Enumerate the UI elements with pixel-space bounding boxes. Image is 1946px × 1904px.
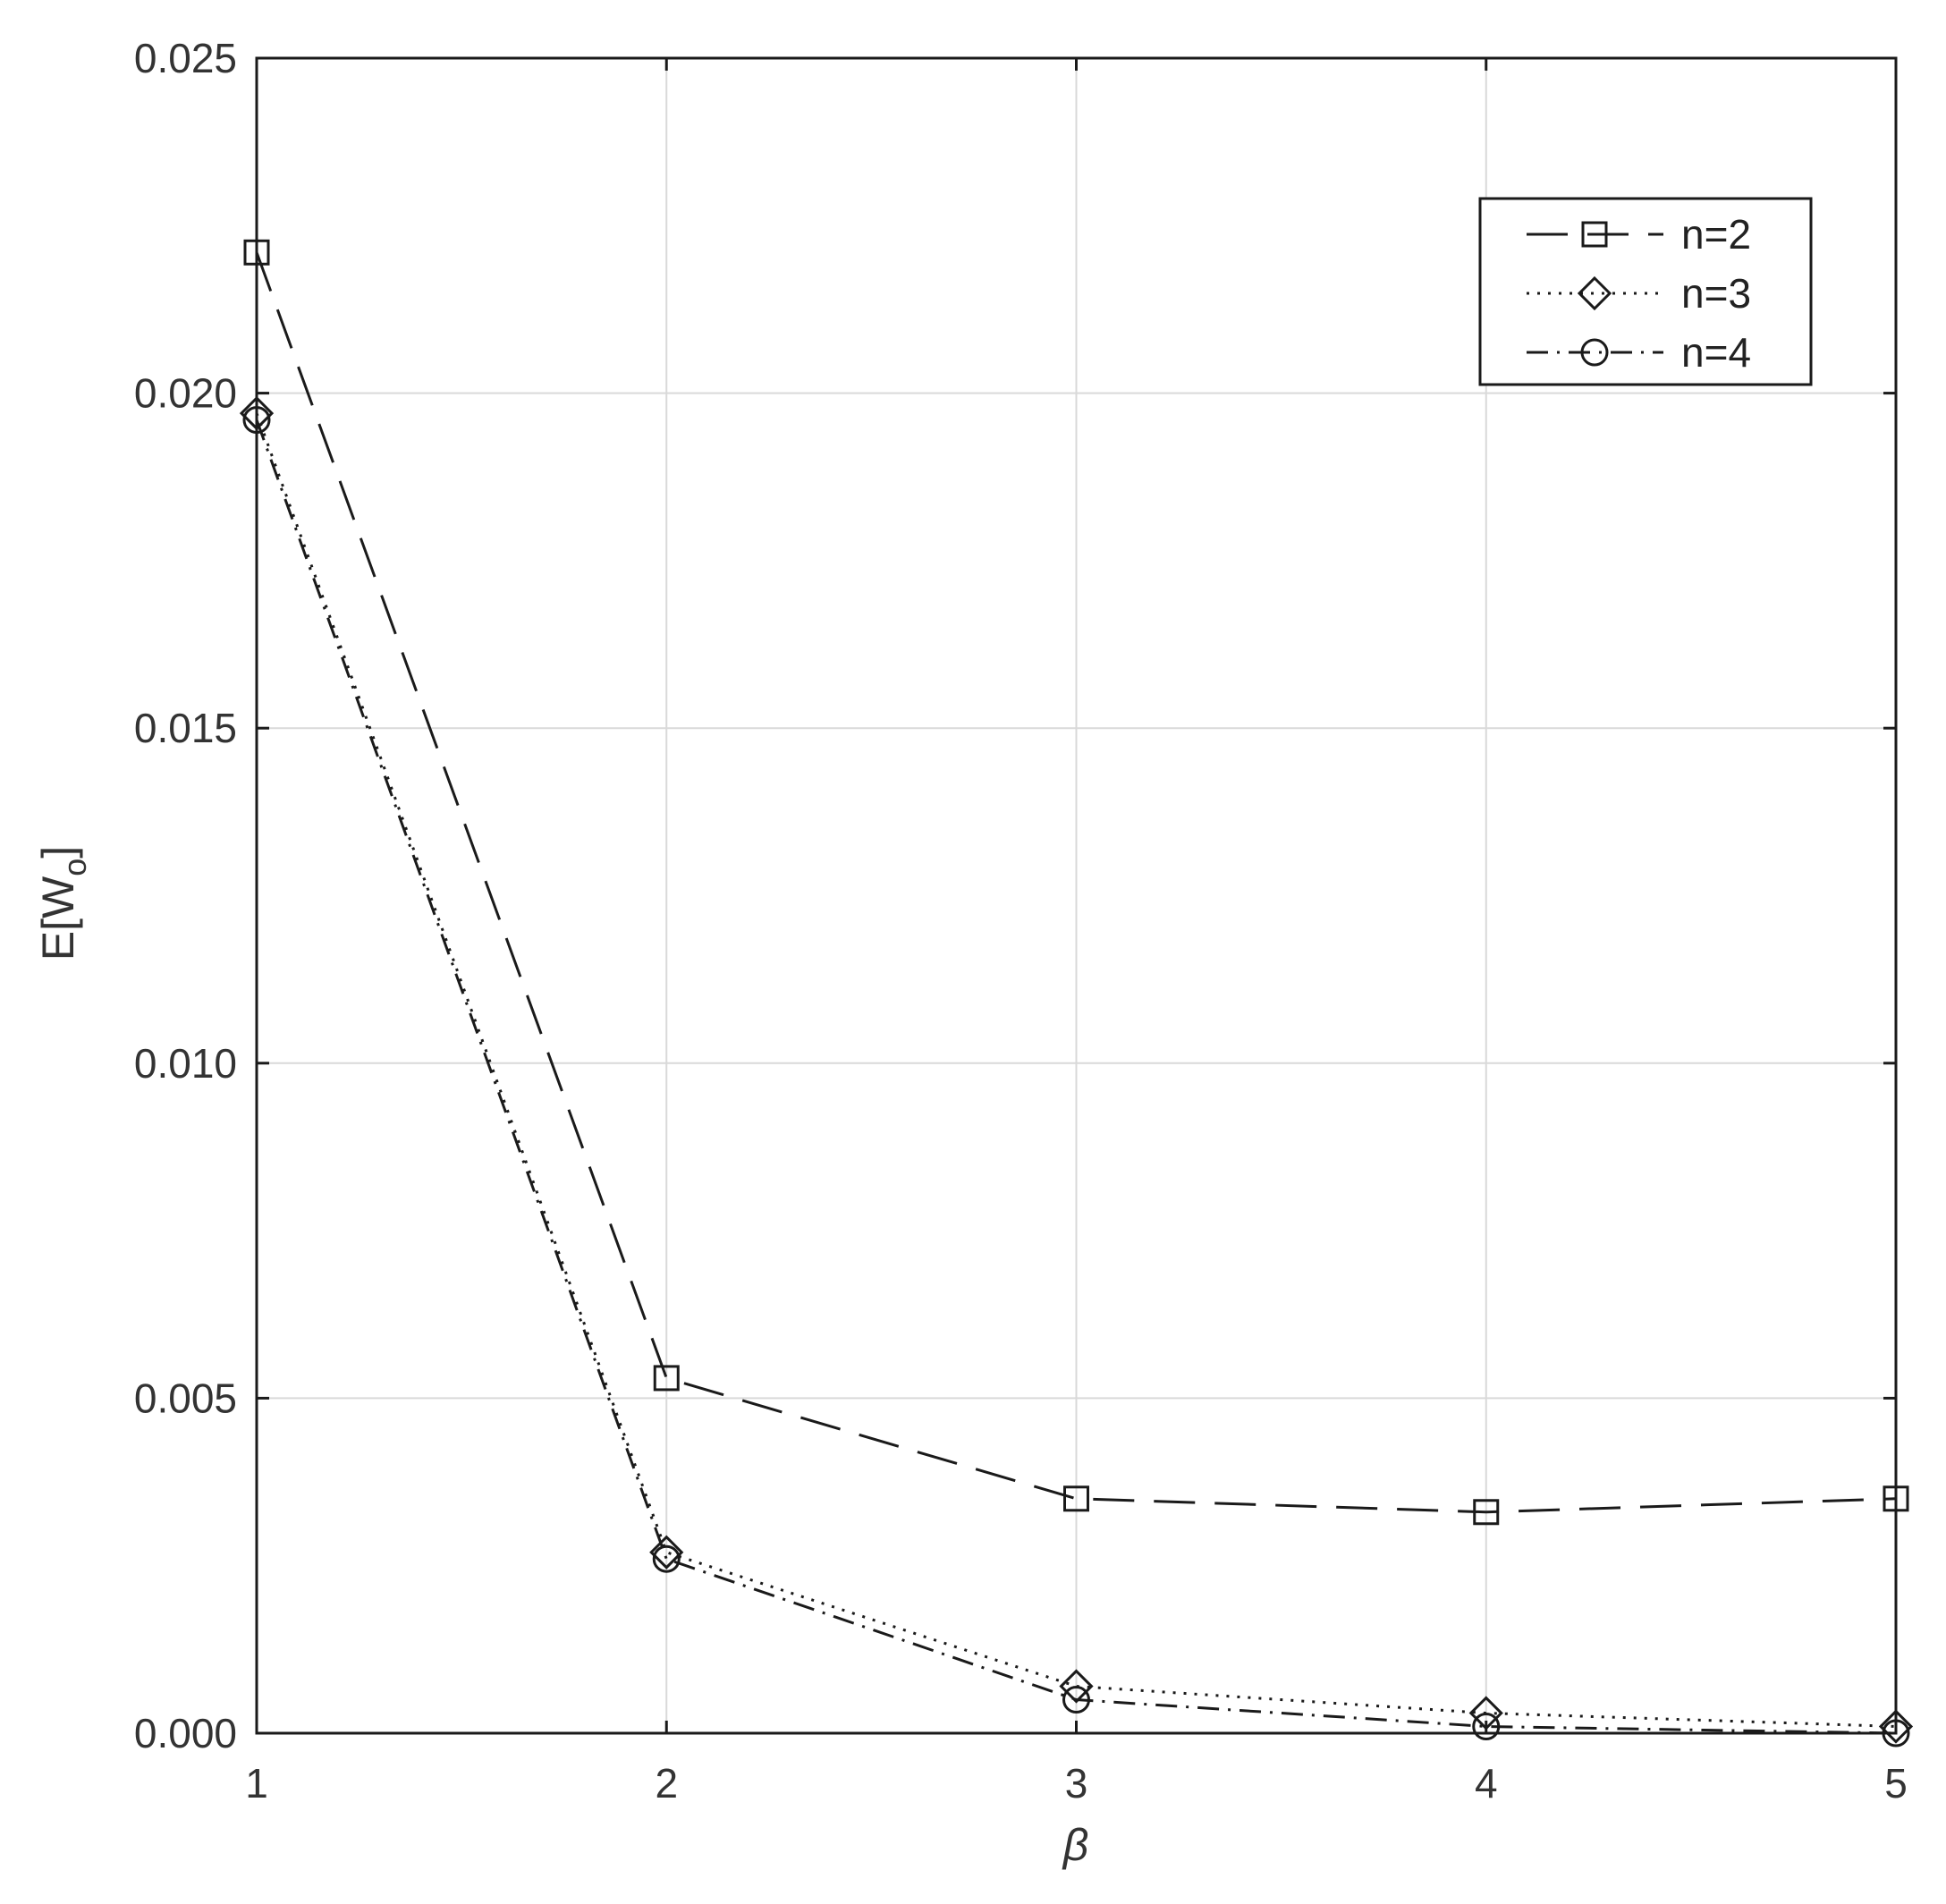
y-axis-label-close: ] [33, 846, 83, 859]
legend-item: n=4 [1527, 329, 1751, 376]
y-tick-label: 0.020 [134, 370, 237, 417]
legend-box [1478, 197, 1813, 386]
axes [255, 56, 1898, 1735]
data-point-diamond [1878, 1709, 1914, 1744]
data-point-square [243, 239, 270, 266]
data-point-circle [242, 406, 271, 435]
legend-label: n=4 [1681, 329, 1751, 376]
data-point-square [653, 1365, 680, 1392]
x-tick-label: 4 [1475, 1760, 1498, 1807]
legend-item: n=3 [1527, 270, 1751, 317]
y-axis-label-subscript: o [56, 859, 93, 876]
tick-labels: 1 2 3 4 5 0.000 0.005 0.010 0.015 0.020 0.025 [134, 35, 1908, 1807]
data-point-circle [1062, 1686, 1090, 1714]
y-tick-label: 0.025 [134, 35, 237, 81]
data-point-diamond [649, 1535, 684, 1570]
y-axis-label-main: E[W [33, 876, 83, 960]
legend-marker-square [1581, 221, 1608, 248]
data-point-circle [1472, 1713, 1501, 1741]
x-tick-label: 1 [245, 1760, 268, 1807]
y-tick-label: 0.010 [134, 1040, 237, 1087]
series-circle [242, 406, 1910, 1747]
series-diamond [239, 395, 1914, 1744]
x-tick-label: 2 [655, 1760, 678, 1807]
data-point-square [1883, 1485, 1909, 1512]
data-point-diamond [239, 395, 275, 431]
series-group [239, 239, 1914, 1747]
series-line [255, 251, 1897, 1514]
y-axis-label: E[Wo] [33, 846, 93, 960]
legend: n=2 n=3 n=4 [1478, 197, 1813, 386]
data-point-diamond [1468, 1696, 1503, 1731]
series-line [255, 419, 1897, 1735]
data-point-square [1473, 1499, 1500, 1526]
y-tick-label: 0.000 [134, 1710, 237, 1756]
legend-label: n=2 [1681, 211, 1751, 258]
x-tick-label: 3 [1065, 1760, 1088, 1807]
series-line [255, 412, 1897, 1729]
data-point-circle [652, 1544, 681, 1573]
y-tick-label: 0.005 [134, 1375, 237, 1421]
y-tick-label: 0.015 [134, 705, 237, 751]
legend-label: n=3 [1681, 270, 1751, 317]
series-square [243, 239, 1909, 1526]
x-axis-label: β [1062, 1820, 1089, 1870]
data-point-circle [1882, 1719, 1910, 1747]
data-point-square [1063, 1485, 1089, 1512]
data-point-diamond [1059, 1669, 1094, 1704]
x-tick-label: 5 [1884, 1760, 1908, 1807]
legend-marker-circle [1580, 338, 1609, 367]
legend-marker-diamond [1577, 275, 1612, 311]
legend-item: n=2 [1527, 211, 1751, 258]
